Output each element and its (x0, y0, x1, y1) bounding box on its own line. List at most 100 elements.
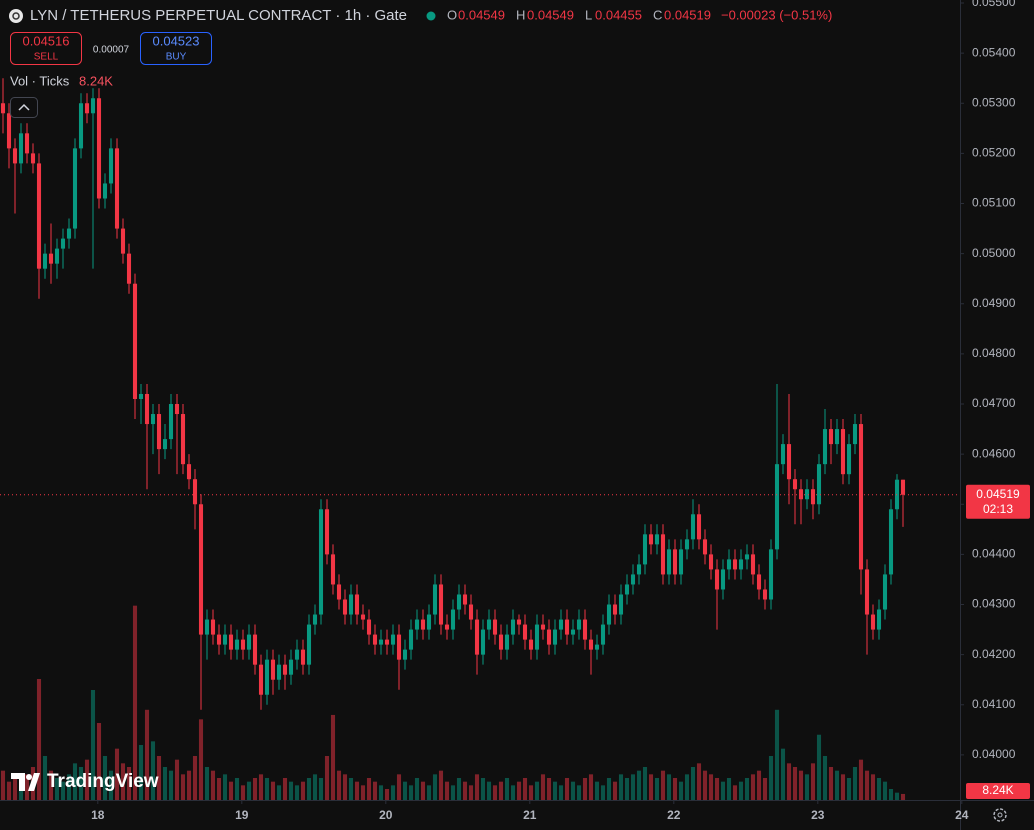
volume-bar (96, 723, 102, 800)
candle-body (570, 629, 576, 635)
settings-button[interactable] (993, 808, 1007, 822)
volume-bar (684, 774, 690, 800)
volume-bar (606, 778, 612, 800)
settings-gear-hub[interactable] (997, 812, 1003, 818)
candle-body (870, 614, 876, 630)
volume-bar (456, 778, 462, 800)
y-tick-label: 0.05100 (972, 196, 1016, 210)
candle-body (624, 584, 630, 595)
y-tick-label: 0.05400 (972, 45, 1016, 59)
volume-bar (402, 781, 408, 800)
sell-button[interactable]: 0.04516 SELL (10, 32, 82, 65)
candle-body (162, 439, 168, 450)
candle-body (654, 534, 660, 545)
candle-body (858, 424, 864, 570)
candle-body (216, 634, 222, 645)
volume-bar (852, 767, 858, 800)
volume-bar (900, 793, 906, 800)
volume-bar (354, 781, 360, 800)
volume-bar (828, 767, 834, 800)
candle-body (678, 549, 684, 575)
candle-body (450, 609, 456, 630)
volume-bar (78, 767, 84, 800)
candle-body (240, 639, 246, 650)
candle-body (48, 253, 54, 264)
candle-body (378, 639, 384, 645)
volume-bar (522, 778, 528, 800)
candle-body (522, 624, 528, 640)
candle-body (588, 639, 594, 650)
candle-body (840, 429, 846, 475)
volume-bar (426, 785, 432, 800)
volume-bar (54, 778, 60, 800)
volume-bar (744, 778, 750, 800)
buy-button-frame[interactable] (140, 32, 212, 65)
candle-body (528, 639, 534, 650)
candle-body (642, 534, 648, 565)
candle-body (234, 639, 240, 650)
candle-body (36, 163, 42, 269)
volume-bar (528, 785, 534, 800)
volume-bar (768, 756, 774, 800)
candle-body (270, 659, 276, 680)
candle-body (186, 464, 192, 480)
candle-body (132, 283, 138, 399)
volume-bar (516, 781, 522, 800)
y-tick-label: 0.04600 (972, 446, 1016, 460)
sell-button-frame[interactable] (10, 32, 82, 65)
buy-price[interactable]: 0.04523 (153, 33, 200, 48)
candle-body (138, 393, 144, 399)
volume-bar (678, 781, 684, 800)
candle-body (834, 429, 840, 445)
candle-body (630, 574, 636, 585)
volume-bar (642, 767, 648, 800)
volume-bar (150, 741, 156, 800)
candle-body (288, 659, 294, 675)
sell-label[interactable]: SELL (34, 52, 59, 63)
candle-body (780, 444, 786, 465)
candle-body (78, 103, 84, 149)
close-value: 0.04519 (664, 7, 711, 22)
candle-body (228, 634, 234, 650)
collapse-button[interactable] (10, 97, 38, 118)
collapse-icon[interactable] (18, 103, 30, 111)
volume-bar (12, 778, 18, 800)
candle-body (432, 584, 438, 615)
candle-body (366, 619, 372, 635)
volume-bar (840, 774, 846, 800)
buy-label[interactable]: BUY (166, 52, 187, 63)
candle-body (474, 619, 480, 655)
volume-bar (252, 778, 258, 800)
volume-bar (24, 774, 30, 800)
candle-body (384, 639, 390, 645)
sell-price[interactable]: 0.04516 (23, 33, 70, 48)
volume-bar (696, 763, 702, 800)
volume-bar (612, 781, 618, 800)
symbol-icon (9, 9, 23, 23)
volume-bar (120, 763, 126, 800)
x-tick-label: 19 (235, 808, 249, 822)
volume-bar (102, 756, 108, 800)
volume-bar (330, 714, 336, 800)
candle-body (156, 414, 162, 450)
candle-body (390, 634, 396, 645)
volume-bar (534, 781, 540, 800)
y-tick-label: 0.04300 (972, 597, 1016, 611)
buy-button[interactable]: 0.04523 BUY (140, 32, 212, 65)
volume-bar (498, 781, 504, 800)
last-price-label: 0.04519 (976, 487, 1020, 501)
candle-body (246, 634, 252, 650)
volume-bar (864, 770, 870, 800)
plot (0, 78, 960, 800)
candle-body (738, 559, 744, 570)
volume-bar (246, 781, 252, 800)
settings-gear[interactable] (993, 808, 1007, 822)
candle-body (444, 624, 450, 630)
candle-body (126, 253, 132, 284)
candle-body (114, 148, 120, 229)
volume-bar (846, 778, 852, 800)
candle-body (300, 649, 306, 665)
volume-bar (234, 778, 240, 800)
volume-bar (720, 781, 726, 800)
